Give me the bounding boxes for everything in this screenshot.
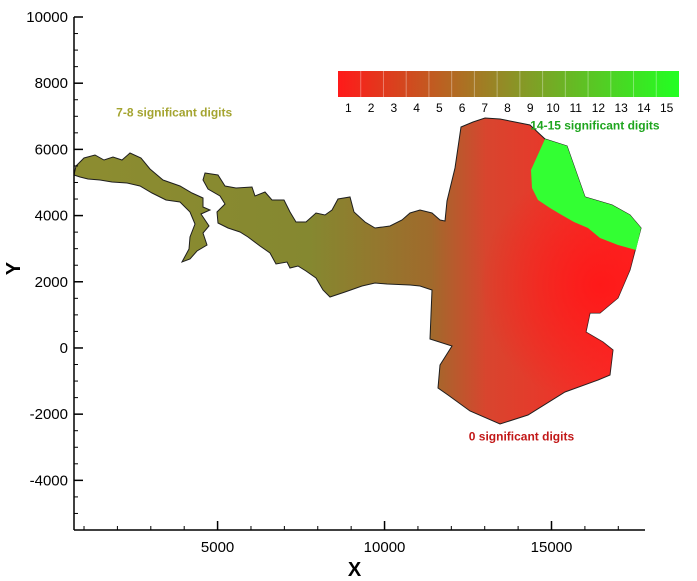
- colorbar-label: 15: [660, 101, 674, 115]
- colorbar-label: 10: [546, 101, 560, 115]
- y-tick-label: 2000: [35, 274, 68, 291]
- y-tick-label: 10000: [26, 9, 68, 26]
- y-tick-label: 0: [60, 340, 68, 357]
- colorbar-label: 11: [569, 101, 582, 115]
- domain-region: [73, 117, 642, 425]
- x-axis-title: X: [348, 559, 362, 581]
- y-tick-label: -2000: [30, 406, 68, 423]
- y-tick-label: 6000: [35, 141, 68, 158]
- colorbar-label: 8: [504, 101, 511, 115]
- x-tick-label: 5000: [201, 539, 234, 556]
- colorbar-label: 1: [345, 101, 352, 115]
- colorbar-label: 13: [614, 101, 628, 115]
- colorbar-label: 2: [368, 101, 375, 115]
- annotation-label: 14-15 significant digits: [530, 119, 660, 133]
- y-axis-title: Y: [3, 261, 25, 275]
- x-tick-label: 15000: [531, 539, 573, 556]
- axes: 10000 8000 6000 4000 2000 0 -2000 -4000 5000 1000…: [3, 9, 645, 581]
- annotations: 7-8 significant digits 14-15 significant …: [116, 105, 660, 443]
- x-tick-label: 10000: [364, 539, 406, 556]
- y-tick-label: 8000: [35, 75, 68, 92]
- green-zone: [531, 139, 641, 250]
- colorbar-label: 12: [592, 101, 606, 115]
- colorbar-ramp: [338, 71, 679, 97]
- colorbar-label: 3: [390, 101, 397, 115]
- y-tick-label: -4000: [30, 472, 68, 489]
- colorbar-label: 5: [436, 101, 443, 115]
- y-tick-label: 4000: [35, 208, 68, 225]
- colorbar-label: 9: [527, 101, 534, 115]
- colorbar: 1 2 3 4 5 6 7 8 9 10 11 12 13 14 15: [338, 71, 679, 115]
- colorbar-label: 6: [459, 101, 466, 115]
- colorbar-label: 4: [413, 101, 420, 115]
- colorbar-label: 14: [637, 101, 651, 115]
- annotation-label: 0 significant digits: [469, 430, 575, 444]
- annotation-label: 7-8 significant digits: [116, 105, 232, 119]
- colorbar-label: 7: [481, 101, 488, 115]
